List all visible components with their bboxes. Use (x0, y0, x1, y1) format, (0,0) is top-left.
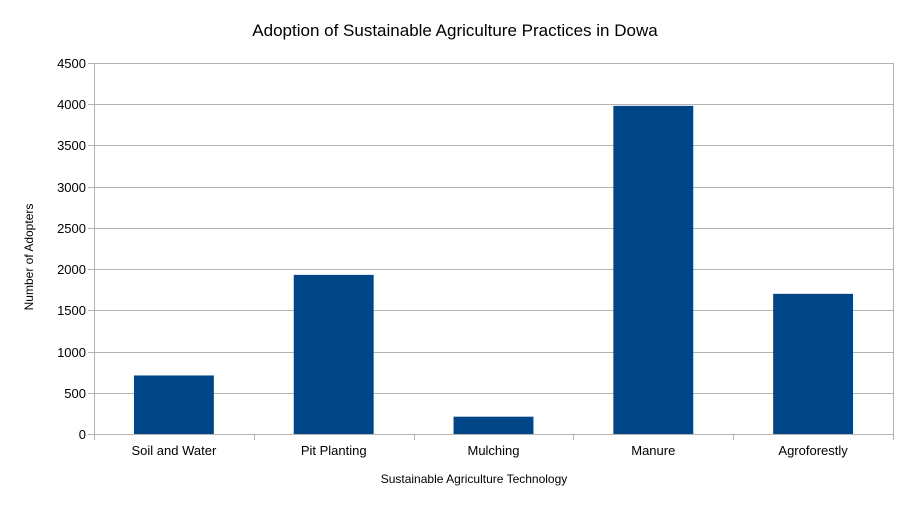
bars (133, 105, 854, 435)
y-tick-label: 0 (79, 427, 86, 442)
chart-title: Adoption of Sustainable Agriculture Prac… (252, 21, 658, 40)
y-tick-label: 4000 (57, 97, 86, 112)
x-tick-labels: Soil and Water Pit Planting Mulching Manure… (132, 443, 849, 458)
y-tick-label: 2000 (57, 262, 86, 277)
axes (88, 63, 894, 440)
bar (613, 105, 694, 435)
x-tick-label: Mulching (467, 443, 519, 458)
bar (453, 416, 534, 434)
gridlines (94, 63, 893, 394)
y-tick-label: 500 (64, 386, 86, 401)
x-tick-label: Soil and Water (132, 443, 217, 458)
x-tick-label: Pit Planting (301, 443, 367, 458)
bar (293, 274, 374, 434)
bar (773, 293, 854, 434)
y-tick-label: 3500 (57, 138, 86, 153)
y-tick-label: 1000 (57, 345, 86, 360)
bar (133, 375, 214, 434)
y-tick-label: 4500 (57, 56, 86, 71)
x-tick-label: Manure (631, 443, 675, 458)
y-tick-label: 3000 (57, 180, 86, 195)
y-axis-label: Number of Adopters (22, 204, 36, 311)
y-tick-label: 2500 (57, 221, 86, 236)
x-tick-label: Agroforestly (778, 443, 848, 458)
y-tick-labels: 0 500 1000 1500 2000 2500 3000 3500 4000 4500 (57, 56, 86, 442)
y-tick-label: 1500 (57, 303, 86, 318)
x-axis-label: Sustainable Agriculture Technology (381, 472, 568, 486)
